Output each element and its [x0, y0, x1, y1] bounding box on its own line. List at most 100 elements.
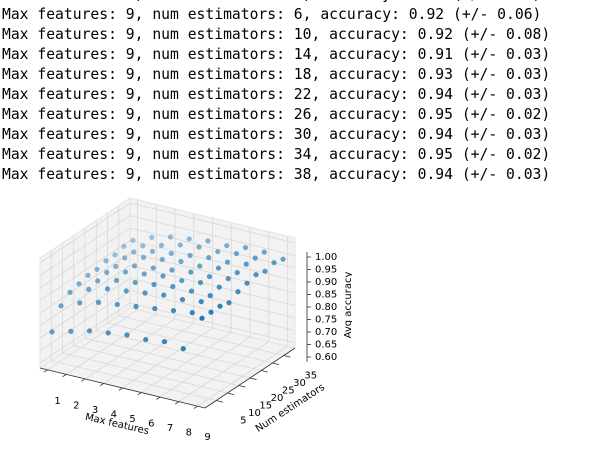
data-point	[271, 260, 277, 266]
grid-line	[39, 215, 131, 276]
x-tick-mark	[43, 369, 48, 373]
x-axis	[39, 367, 206, 409]
grid-line	[39, 277, 131, 339]
data-point	[188, 269, 194, 275]
grid-line	[39, 290, 131, 351]
data-point	[208, 309, 214, 315]
data-point	[58, 303, 64, 309]
data-point	[262, 268, 268, 274]
data-point	[131, 249, 137, 255]
grid-line	[107, 322, 273, 364]
data-point	[140, 254, 147, 261]
data-point	[67, 289, 73, 295]
grid-line	[39, 252, 131, 314]
grid-line	[129, 277, 296, 319]
data-point	[199, 315, 205, 321]
data-point	[95, 278, 101, 284]
y-tick-mark	[238, 385, 246, 388]
output-line: Max features: 9, num estimators: 30, acc…	[2, 126, 551, 143]
grid-line	[51, 360, 217, 401]
data-point	[226, 300, 232, 306]
x-tick-mark	[99, 383, 104, 387]
x-tick-mark	[156, 396, 161, 400]
data-point	[234, 270, 240, 276]
data-point	[95, 299, 102, 306]
z-tick-label: 0.70	[315, 327, 337, 338]
data-point	[149, 248, 156, 255]
data-point	[141, 271, 147, 277]
output-line: Max features: 9, num estimators: 10, acc…	[2, 26, 551, 43]
x-tick-label: 2	[73, 400, 79, 411]
x-tick-label: 9	[204, 432, 210, 443]
data-point	[197, 279, 204, 286]
output-line: Max features: 9, num estimators: 2, accu…	[2, 0, 550, 5]
data-point	[205, 238, 211, 244]
data-point	[198, 299, 204, 305]
x-tick-mark	[81, 378, 86, 382]
data-point	[206, 254, 212, 261]
grid-line	[129, 252, 296, 294]
data-point	[180, 346, 186, 352]
data-point	[216, 284, 222, 290]
output-line: Max features: 9, num estimators: 18, acc…	[2, 66, 551, 83]
data-point	[225, 276, 231, 282]
z-tick-label: 0.65	[315, 340, 337, 351]
grid-line	[96, 330, 262, 371]
data-point	[68, 328, 74, 334]
data-point	[105, 330, 111, 336]
data-point	[114, 301, 120, 308]
data-point	[252, 255, 258, 261]
data-point	[103, 258, 109, 264]
data-point	[122, 255, 128, 261]
x-tick-label: 7	[167, 423, 173, 434]
data-point	[122, 269, 129, 275]
data-point	[121, 243, 127, 249]
data-point	[168, 250, 174, 257]
data-point	[113, 263, 119, 269]
data-point	[186, 236, 192, 242]
data-point	[132, 279, 138, 286]
data-point	[179, 277, 185, 284]
data-point	[233, 250, 240, 257]
y-tick-label: 35	[304, 371, 317, 382]
x-tick-mark	[174, 401, 179, 405]
grid-line	[129, 227, 296, 269]
data-point	[177, 242, 183, 248]
data-point	[215, 265, 222, 271]
data-point	[159, 256, 165, 263]
data-point	[151, 281, 157, 288]
x-tick-mark	[193, 405, 198, 409]
data-point	[189, 310, 195, 316]
grid-line	[39, 227, 131, 289]
data-point	[152, 305, 158, 312]
output-line: Max features: 9, num estimators: 14, acc…	[2, 46, 551, 63]
data-point	[49, 329, 55, 335]
data-point	[170, 283, 176, 290]
grid-line	[118, 315, 284, 356]
x-tick-label: 1	[54, 396, 60, 407]
data-point	[169, 267, 175, 273]
data-point	[243, 261, 249, 267]
x-tick-label: 8	[186, 428, 192, 439]
data-point	[179, 296, 186, 303]
x-tick-mark	[62, 374, 67, 378]
data-point	[170, 307, 177, 314]
data-point	[160, 273, 166, 279]
x-tick-mark	[118, 387, 123, 391]
plot-area: 1 2 3 4 5 6 7 8 951015202530350.600.650.700.750.…	[39, 197, 352, 443]
data-point	[124, 332, 130, 338]
data-point	[161, 338, 168, 345]
output-line: Max features: 9, num estimators: 38, acc…	[2, 166, 551, 183]
output-line: Max features: 9, num estimators: 26, acc…	[2, 106, 551, 123]
data-point	[149, 234, 155, 240]
data-point	[188, 288, 195, 294]
y-tick-mark	[261, 370, 268, 373]
output-line: Max features: 9, num estimators: 34, acc…	[2, 146, 551, 163]
y-tick-label: 30	[293, 378, 306, 389]
output-line: Max features: 9, num estimators: 22, acc…	[2, 86, 551, 103]
data-point	[242, 244, 249, 251]
grid-line	[129, 240, 296, 281]
y-tick-mark	[216, 400, 223, 403]
data-point	[130, 237, 136, 243]
